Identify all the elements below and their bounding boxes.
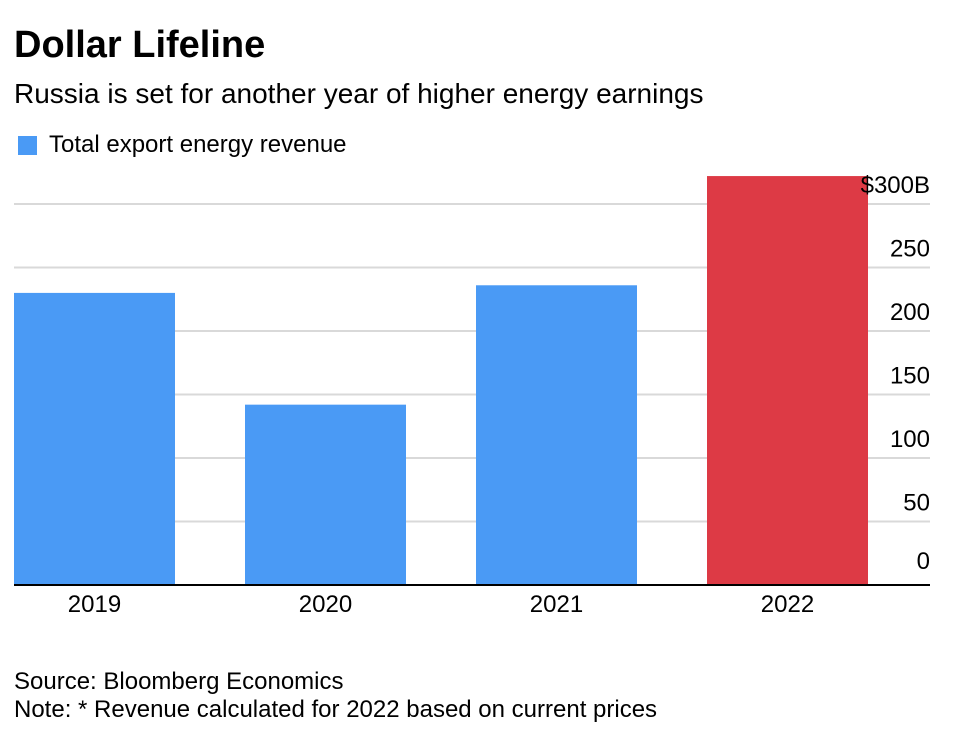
x-tick-labels: 2019 2020 2021 2022: [68, 591, 814, 618]
bar-2019: [14, 292, 175, 585]
y-tick-labels: 0 50 100 150 200 250 $300B: [861, 172, 930, 575]
y-tick-label: $300B: [861, 172, 930, 199]
y-tick-label: 250: [890, 236, 930, 263]
x-tick-label: 2022: [761, 591, 814, 618]
bars: [14, 176, 868, 585]
chart-subtitle: Russia is set for another year of higher…: [14, 78, 704, 109]
y-tick-label: 50: [903, 490, 930, 517]
y-tick-label: 200: [890, 299, 930, 326]
y-tick-label: 0: [917, 548, 930, 575]
bar-2022: [707, 176, 868, 585]
footer: Source: Bloomberg Economics Note: * Reve…: [14, 668, 657, 724]
x-tick-label: 2021: [530, 591, 583, 618]
y-tick-label: 150: [890, 363, 930, 390]
y-tick-label: 100: [890, 426, 930, 453]
bar-2021: [476, 285, 637, 585]
legend-label: Total export energy revenue: [49, 131, 347, 158]
legend-swatch: [18, 135, 37, 155]
x-tick-label: 2019: [68, 591, 121, 618]
legend: Total export energy revenue: [14, 130, 347, 160]
source-note: Source: Bloomberg Economics: [14, 668, 344, 695]
x-tick-label: 2020: [299, 591, 352, 618]
footnote: Note: * Revenue calculated for 2022 base…: [14, 696, 658, 723]
bar-2020: [245, 404, 406, 585]
bar-chart: 0 50 100 150 200 250 $300B 2019 2020 2021 2022: [14, 172, 930, 618]
chart-title: Dollar Lifeline: [14, 24, 266, 66]
